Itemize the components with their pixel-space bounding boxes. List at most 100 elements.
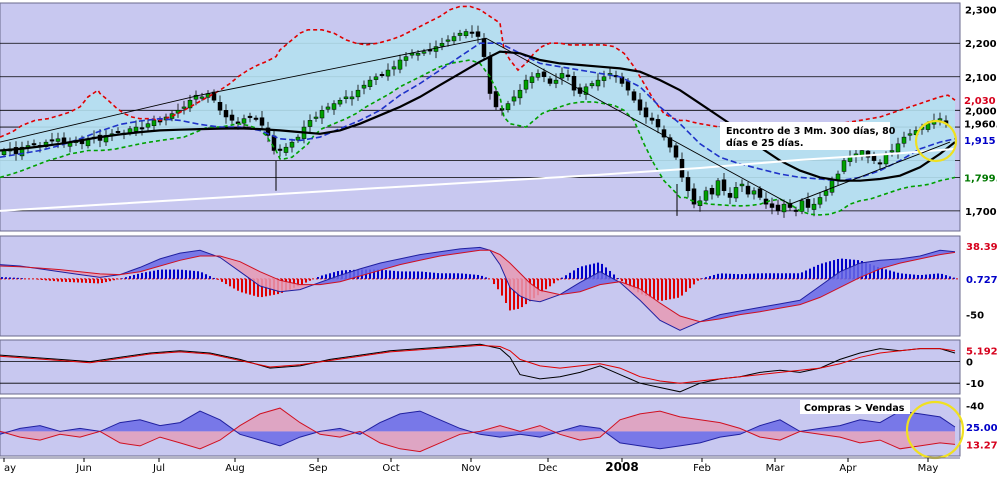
macd-histogram-bar-6 [37,279,39,280]
macd-histogram-bar-228 [933,274,935,279]
macd-histogram-bar-55 [233,279,235,289]
price-candle-body-38 [230,115,234,120]
macd-histogram-bar-75 [317,277,319,279]
macd-histogram-bar-120 [501,279,503,296]
macd-histogram-bar-112 [465,274,467,279]
macd-histogram-bar-217 [889,271,891,279]
macd-histogram-bar-137 [569,273,571,279]
macd-histogram-bar-93 [389,271,391,279]
price-candle-112 [674,143,678,160]
volume-flow-label-0: -40 [966,401,984,412]
macd-histogram-bar-53 [225,279,227,284]
price-candle-body-121 [728,193,732,197]
macd-histogram-bar-185 [761,273,763,279]
price-candle-body-66 [398,60,402,69]
macd-histogram-bar-51 [217,279,219,280]
macd-histogram-bar-223 [913,275,915,279]
price-candle-body-47 [284,147,288,152]
price-candle-body-86 [518,90,522,98]
macd-histogram-bar-57 [241,279,243,293]
macd-histogram-bar-191 [785,273,787,279]
price-candle-body-70 [422,52,426,54]
macd-histogram-bar-7 [41,279,43,280]
macd-histogram-bar-110 [457,273,459,279]
macd-histogram-bar-28 [125,277,127,279]
macd-histogram-bar-202 [829,261,831,279]
macd-histogram-bar-172 [709,276,711,279]
macd-histogram-bar-100 [417,271,419,278]
macd-histogram-bar-193 [793,273,795,279]
macd-histogram-bar-99 [413,271,415,278]
macd-histogram-bar-176 [725,274,727,279]
macd-histogram-bar-188 [773,273,775,279]
momentum-label-2: -10 [966,379,984,390]
price-candle-body-23 [140,128,144,130]
macd-histogram-bar-23 [105,279,107,282]
macd-histogram-bar-37 [161,270,163,279]
price-candle-body-61 [368,80,372,87]
macd-histogram-bar-41 [177,270,179,279]
macd-histogram-bar-181 [745,274,747,279]
x-tick-label-2: Jul [152,463,165,474]
macd-histogram-bar-50 [213,278,215,279]
price-candle-body-107 [644,108,648,117]
macd-histogram-bar-58 [245,279,247,294]
macd-histogram-bar-111 [461,273,463,278]
macd-histogram-bar-189 [777,273,779,279]
price-candle-body-140 [842,161,846,172]
price-candle-body-148 [890,151,894,153]
price-y-tick-3: 2,000 [965,106,997,117]
price-candle-body-147 [884,154,888,164]
price-candle-body-52 [314,117,318,119]
price-candle-body-59 [356,90,360,97]
macd-histogram-bar-43 [185,270,187,279]
price-candle-body-57 [344,97,348,99]
price-candle-body-19 [116,131,120,133]
macd-histogram-bar-148 [613,274,615,278]
price-candle-body-51 [308,120,312,126]
price-candle-body-45 [272,136,276,151]
macd-histogram-bar-162 [669,279,671,299]
macd-histogram-bar-164 [677,279,679,298]
momentum-panel: 5.19270-10 [0,340,997,394]
macd-histogram-bar-220 [901,273,903,278]
price-candle-body-99 [596,80,600,86]
macd-histogram-bar-39 [169,270,171,279]
price-candle-body-108 [650,118,654,120]
macd-histogram-bar-222 [909,274,911,279]
macd-histogram-bar-136 [565,275,567,279]
price-candle-body-120 [722,180,726,191]
macd-histogram-bar-104 [433,273,435,279]
macd-histogram-bar-59 [249,279,251,295]
macd-histogram-bar-195 [801,272,803,279]
macd-histogram-bar-96 [401,271,403,278]
macd-label-0: 38.395 [966,242,997,253]
macd-histogram-bar-201 [825,262,827,279]
price-candle-body-75 [452,37,456,41]
macd-histogram-bar-4 [17,278,19,279]
macd-histogram-bar-46 [197,271,199,279]
macd-histogram-bar-141 [585,265,587,278]
macd-histogram-bar-233 [953,278,955,279]
x-tick-label-9: Feb [693,463,711,474]
price-candle-body-124 [746,186,750,194]
macd-histogram-bar-92 [385,270,387,279]
macd-histogram-bar-32 [141,273,143,279]
macd-histogram-bar-45 [193,271,195,279]
macd-histogram-bar-198 [813,267,815,279]
macd-histogram-bar-227 [929,274,931,279]
macd-histogram-bar-183 [753,274,755,279]
price-candle-body-8 [50,140,54,142]
macd-histogram-bar-170 [701,278,703,279]
price-candle-body-122 [734,187,738,198]
macd-histogram-bar-2 [9,277,11,278]
macd-histogram-bar-179 [737,274,739,279]
price-candle-body-78 [470,32,474,34]
macd-histogram-bar-167 [689,279,691,288]
macd-histogram-bar-76 [321,276,323,279]
price-candle-body-87 [524,80,528,89]
price-candle-body-104 [626,81,630,90]
price-candle-body-77 [464,32,468,36]
